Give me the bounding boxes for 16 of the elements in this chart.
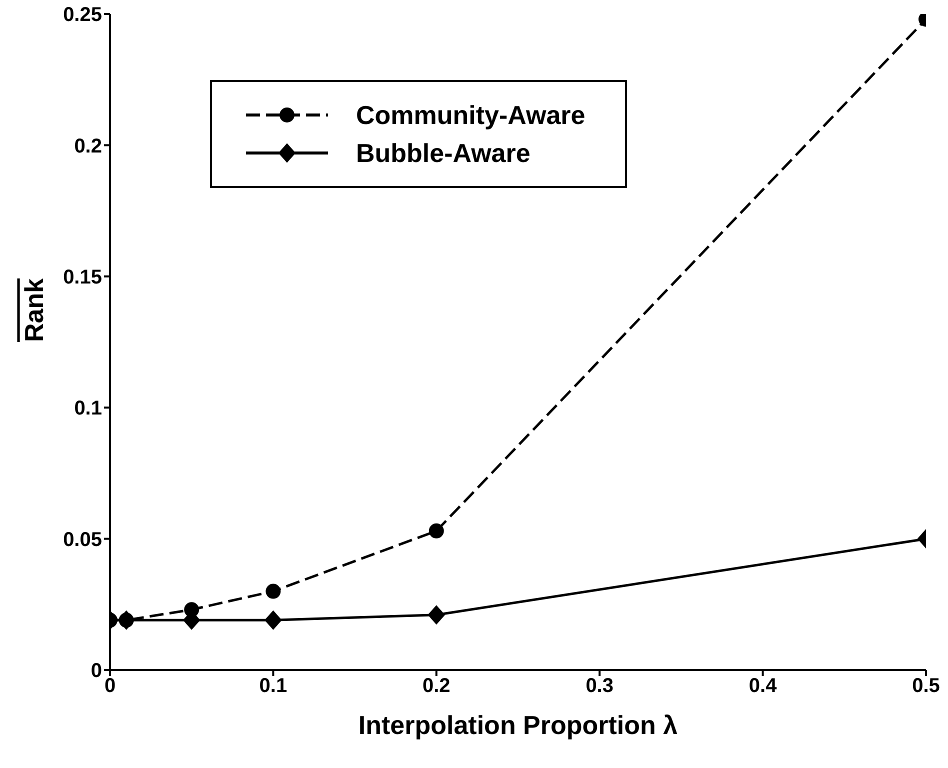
- x-tick-label: 0.4: [748, 675, 778, 698]
- y-tick-label: 0.25: [63, 4, 102, 26]
- x-tick-label: 0.5: [912, 675, 940, 698]
- x-axis-title: Interpolation Proportion λ: [358, 710, 678, 740]
- x-tick-label: 0.1: [259, 675, 288, 698]
- x-tick-label: 0.2: [422, 675, 450, 698]
- y-tick-label: 0.15: [63, 266, 102, 288]
- x-tick-label: 0.3: [586, 675, 614, 698]
- legend-label: Bubble-Aware: [356, 138, 530, 168]
- y-tick-label: 0.05: [63, 528, 102, 551]
- legend-label: Community-Aware: [356, 100, 586, 130]
- y-tick-label: 0.2: [74, 135, 102, 158]
- y-tick-label: 0.1: [74, 398, 102, 420]
- y-tick-label: 0: [90, 660, 102, 682]
- x-tick-label: 0: [104, 675, 116, 698]
- y-axis-title: Rank: [19, 278, 50, 342]
